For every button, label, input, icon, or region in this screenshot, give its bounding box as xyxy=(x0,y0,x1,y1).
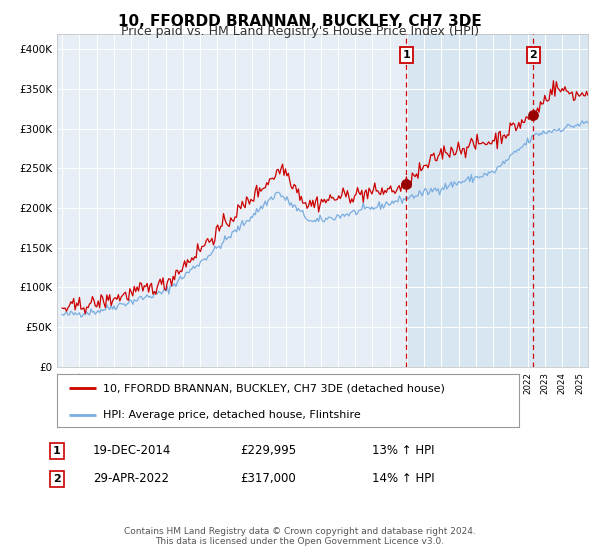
Text: 10, FFORDD BRANNAN, BUCKLEY, CH7 3DE: 10, FFORDD BRANNAN, BUCKLEY, CH7 3DE xyxy=(118,14,482,29)
Text: 2: 2 xyxy=(53,474,61,484)
Text: 19-DEC-2014: 19-DEC-2014 xyxy=(93,444,172,458)
Text: 14% ↑ HPI: 14% ↑ HPI xyxy=(372,472,434,486)
Text: 10, FFORDD BRANNAN, BUCKLEY, CH7 3DE (detached house): 10, FFORDD BRANNAN, BUCKLEY, CH7 3DE (de… xyxy=(103,384,445,394)
Text: 13% ↑ HPI: 13% ↑ HPI xyxy=(372,444,434,458)
Point xyxy=(529,111,538,120)
Text: £229,995: £229,995 xyxy=(240,444,296,458)
Text: 29-APR-2022: 29-APR-2022 xyxy=(93,472,169,486)
Text: 1: 1 xyxy=(53,446,61,456)
Text: £317,000: £317,000 xyxy=(240,472,296,486)
Text: Contains HM Land Registry data © Crown copyright and database right 2024.
This d: Contains HM Land Registry data © Crown c… xyxy=(124,526,476,546)
Point xyxy=(401,180,411,189)
Text: 2: 2 xyxy=(529,50,537,60)
Bar xyxy=(406,34,600,367)
Text: 1: 1 xyxy=(403,50,410,60)
Text: Price paid vs. HM Land Registry's House Price Index (HPI): Price paid vs. HM Land Registry's House … xyxy=(121,25,479,38)
Text: HPI: Average price, detached house, Flintshire: HPI: Average price, detached house, Flin… xyxy=(103,410,361,420)
